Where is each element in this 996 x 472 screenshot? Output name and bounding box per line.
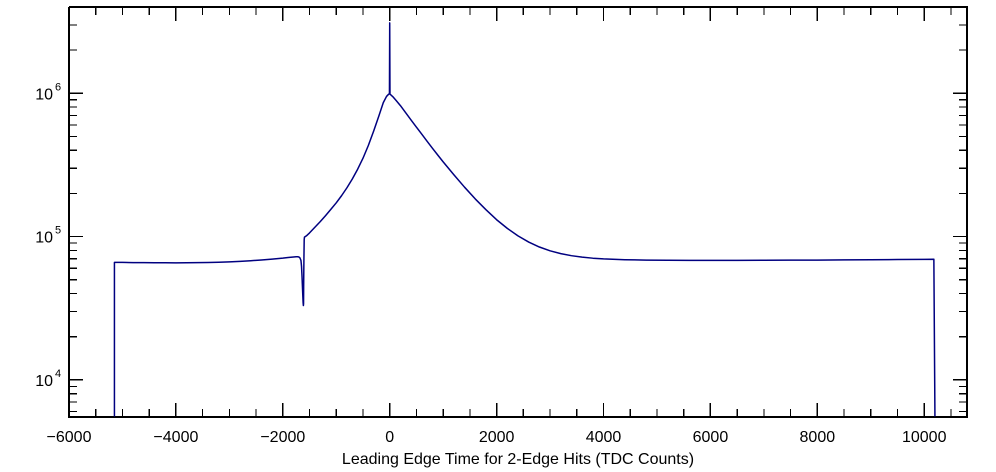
- y-axis-tick-exponent: 6: [55, 81, 61, 93]
- data-series-group: [113, 22, 936, 417]
- x-axis-tick-label: −4000: [153, 429, 198, 446]
- x-axis-tick-label: 0: [385, 429, 394, 446]
- x-axis-tick-label: 2000: [479, 429, 515, 446]
- x-axis-tick-label: 10000: [902, 429, 947, 446]
- x-axis-tick-label: 8000: [800, 429, 836, 446]
- x-axis-tick-label: −6000: [47, 429, 92, 446]
- x-axis-title: Leading Edge Time for 2-Edge Hits (TDC C…: [342, 451, 694, 468]
- y-axis-tick-label: 10: [35, 230, 53, 247]
- y-axis-ticks: [69, 6, 967, 413]
- y-axis-tick-exponent: 4: [55, 368, 61, 380]
- x-axis-tick-labels: −6000 −4000 −2000 0 2000 4000 6000 8000 10000: [47, 429, 947, 446]
- x-axis-tick-label: −2000: [260, 429, 305, 446]
- y-axis-tick-label: 10: [35, 373, 53, 390]
- y-axis-tick-exponent: 5: [55, 225, 61, 237]
- x-axis-ticks: [68, 7, 952, 417]
- x-axis-tick-label: 4000: [586, 429, 622, 446]
- data-series-line: [113, 22, 936, 417]
- y-axis-tick-label: 10: [35, 86, 53, 103]
- plot-frame: [68, 6, 968, 418]
- x-axis-tick-label: 6000: [693, 429, 729, 446]
